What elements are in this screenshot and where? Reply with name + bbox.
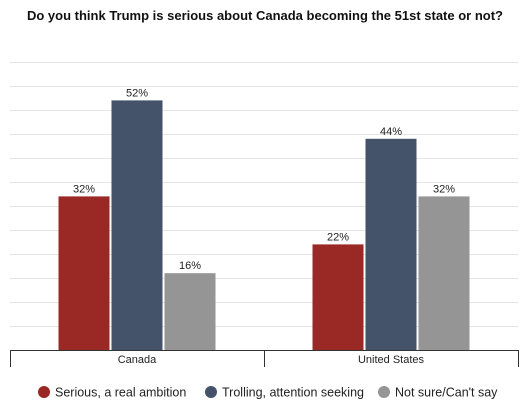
bar-value-label: 32% <box>433 183 455 195</box>
bar <box>58 196 110 350</box>
x-tick-label: United States <box>358 354 425 366</box>
bar-value-label: 52% <box>126 87 148 99</box>
bar <box>111 100 163 351</box>
bar-value-label: 16% <box>179 260 201 272</box>
legend-label: Serious, a real ambition <box>55 386 186 400</box>
legend-swatch <box>378 386 390 398</box>
bar-value-label: 44% <box>380 126 402 138</box>
legend-label: Trolling, attention seeking <box>222 386 364 400</box>
bars: 32% 52% 16% 22% 44% 32% <box>58 87 470 351</box>
bar-value-label: 32% <box>73 183 95 195</box>
legend-swatch <box>205 386 217 398</box>
bar <box>164 273 216 350</box>
legend-label: Not sure/Can't say <box>395 386 498 400</box>
legend: Serious, a real ambition Trolling, attent… <box>38 386 498 400</box>
bar <box>365 138 417 350</box>
legend-swatch <box>38 386 50 398</box>
bar <box>312 244 364 350</box>
chart-title: Do you think Trump is serious about Cana… <box>27 8 503 23</box>
x-axis: Canada United States <box>10 350 519 367</box>
bar-value-label: 22% <box>327 231 349 243</box>
bar <box>418 196 470 350</box>
x-tick-label: Canada <box>118 354 157 366</box>
